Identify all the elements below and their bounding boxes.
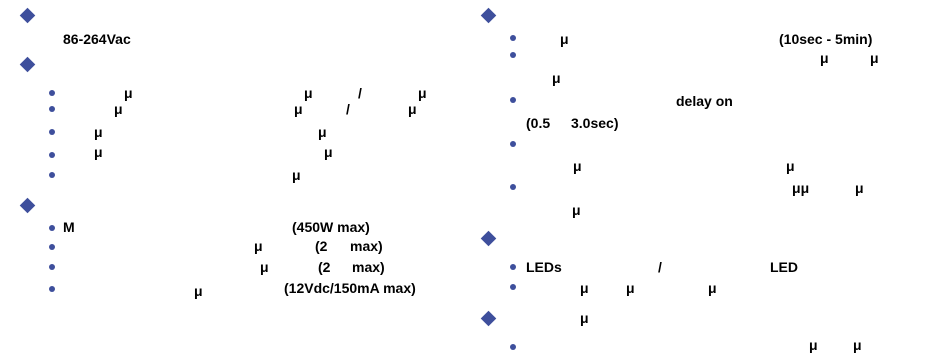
list-item-text: μ bbox=[820, 50, 829, 66]
input-voltage: 86-264Vac bbox=[63, 31, 131, 47]
bullet-icon bbox=[510, 141, 516, 147]
list-item-text: μ bbox=[294, 101, 303, 117]
bullet-icon bbox=[49, 152, 55, 158]
bullet-icon bbox=[49, 172, 55, 178]
list-item-text: μ bbox=[254, 238, 263, 254]
bullet-icon bbox=[49, 244, 55, 250]
bullet-icon bbox=[49, 129, 55, 135]
diamond-bullet-icon bbox=[480, 230, 497, 247]
bullet-icon bbox=[49, 225, 55, 231]
bullet-icon bbox=[49, 264, 55, 270]
list-item-text: μ bbox=[573, 158, 582, 174]
list-item-text: 3.0sec) bbox=[571, 115, 619, 131]
list-item-text: μ bbox=[324, 144, 333, 160]
list-item-text: μ bbox=[855, 180, 864, 196]
list-item-text: (2 bbox=[315, 238, 328, 254]
list-item-text: μμ bbox=[792, 180, 810, 196]
diamond-bullet-icon bbox=[480, 7, 497, 24]
list-item-text: (0.5 bbox=[526, 115, 551, 131]
list-item-text: μ bbox=[870, 50, 879, 66]
diamond-bullet-icon bbox=[19, 7, 36, 24]
list-item-text: max) bbox=[350, 238, 383, 254]
list-item-text: μ bbox=[94, 124, 103, 140]
list-item-text: / bbox=[358, 85, 362, 101]
list-item-text: / bbox=[658, 259, 662, 275]
list-item-text: μ bbox=[580, 280, 589, 296]
diamond-bullet-icon bbox=[19, 197, 36, 214]
bullet-icon bbox=[49, 90, 55, 96]
list-item-text: μ bbox=[318, 124, 327, 140]
list-item-text: max) bbox=[352, 259, 385, 275]
list-item-text: μ bbox=[626, 280, 635, 296]
list-item-text: (12Vdc/150mA max) bbox=[284, 280, 416, 296]
bullet-icon bbox=[510, 344, 516, 350]
list-item-text: μ bbox=[260, 259, 269, 275]
bullet-icon bbox=[510, 52, 516, 58]
list-item-text: delay on bbox=[676, 93, 733, 109]
list-item-text: μ bbox=[580, 310, 589, 326]
list-item-text: μ bbox=[560, 31, 569, 47]
list-item-text: μ bbox=[572, 202, 581, 218]
list-item-text: μ bbox=[786, 158, 795, 174]
list-item-text: μ bbox=[304, 85, 313, 101]
list-item-text: μ bbox=[124, 85, 133, 101]
list-item-text: μ bbox=[94, 144, 103, 160]
list-item-text: LED bbox=[770, 259, 798, 275]
list-item-text: / bbox=[346, 101, 350, 117]
list-item-text: (2 bbox=[318, 259, 331, 275]
bullet-icon bbox=[510, 284, 516, 290]
list-item-text: M bbox=[63, 219, 75, 235]
list-item-text: (10sec - 5min) bbox=[779, 31, 873, 47]
list-item-text: μ bbox=[408, 101, 417, 117]
list-item-text: μ bbox=[194, 283, 203, 299]
list-item-text: μ bbox=[809, 337, 818, 353]
diamond-bullet-icon bbox=[480, 310, 497, 327]
list-item-text: μ bbox=[292, 167, 301, 183]
diamond-bullet-icon bbox=[19, 56, 36, 73]
list-item-text: μ bbox=[114, 101, 123, 117]
list-item-text: μ bbox=[418, 85, 427, 101]
list-item-text: μ bbox=[853, 337, 862, 353]
list-item-text: LEDs bbox=[526, 259, 562, 275]
list-item-text: (450W max) bbox=[292, 219, 370, 235]
bullet-icon bbox=[49, 286, 55, 292]
bullet-icon bbox=[510, 97, 516, 103]
bullet-icon bbox=[510, 35, 516, 41]
bullet-icon bbox=[49, 106, 55, 112]
list-item-text: μ bbox=[708, 280, 717, 296]
bullet-icon bbox=[510, 184, 516, 190]
list-item-text: μ bbox=[552, 70, 561, 86]
bullet-icon bbox=[510, 264, 516, 270]
